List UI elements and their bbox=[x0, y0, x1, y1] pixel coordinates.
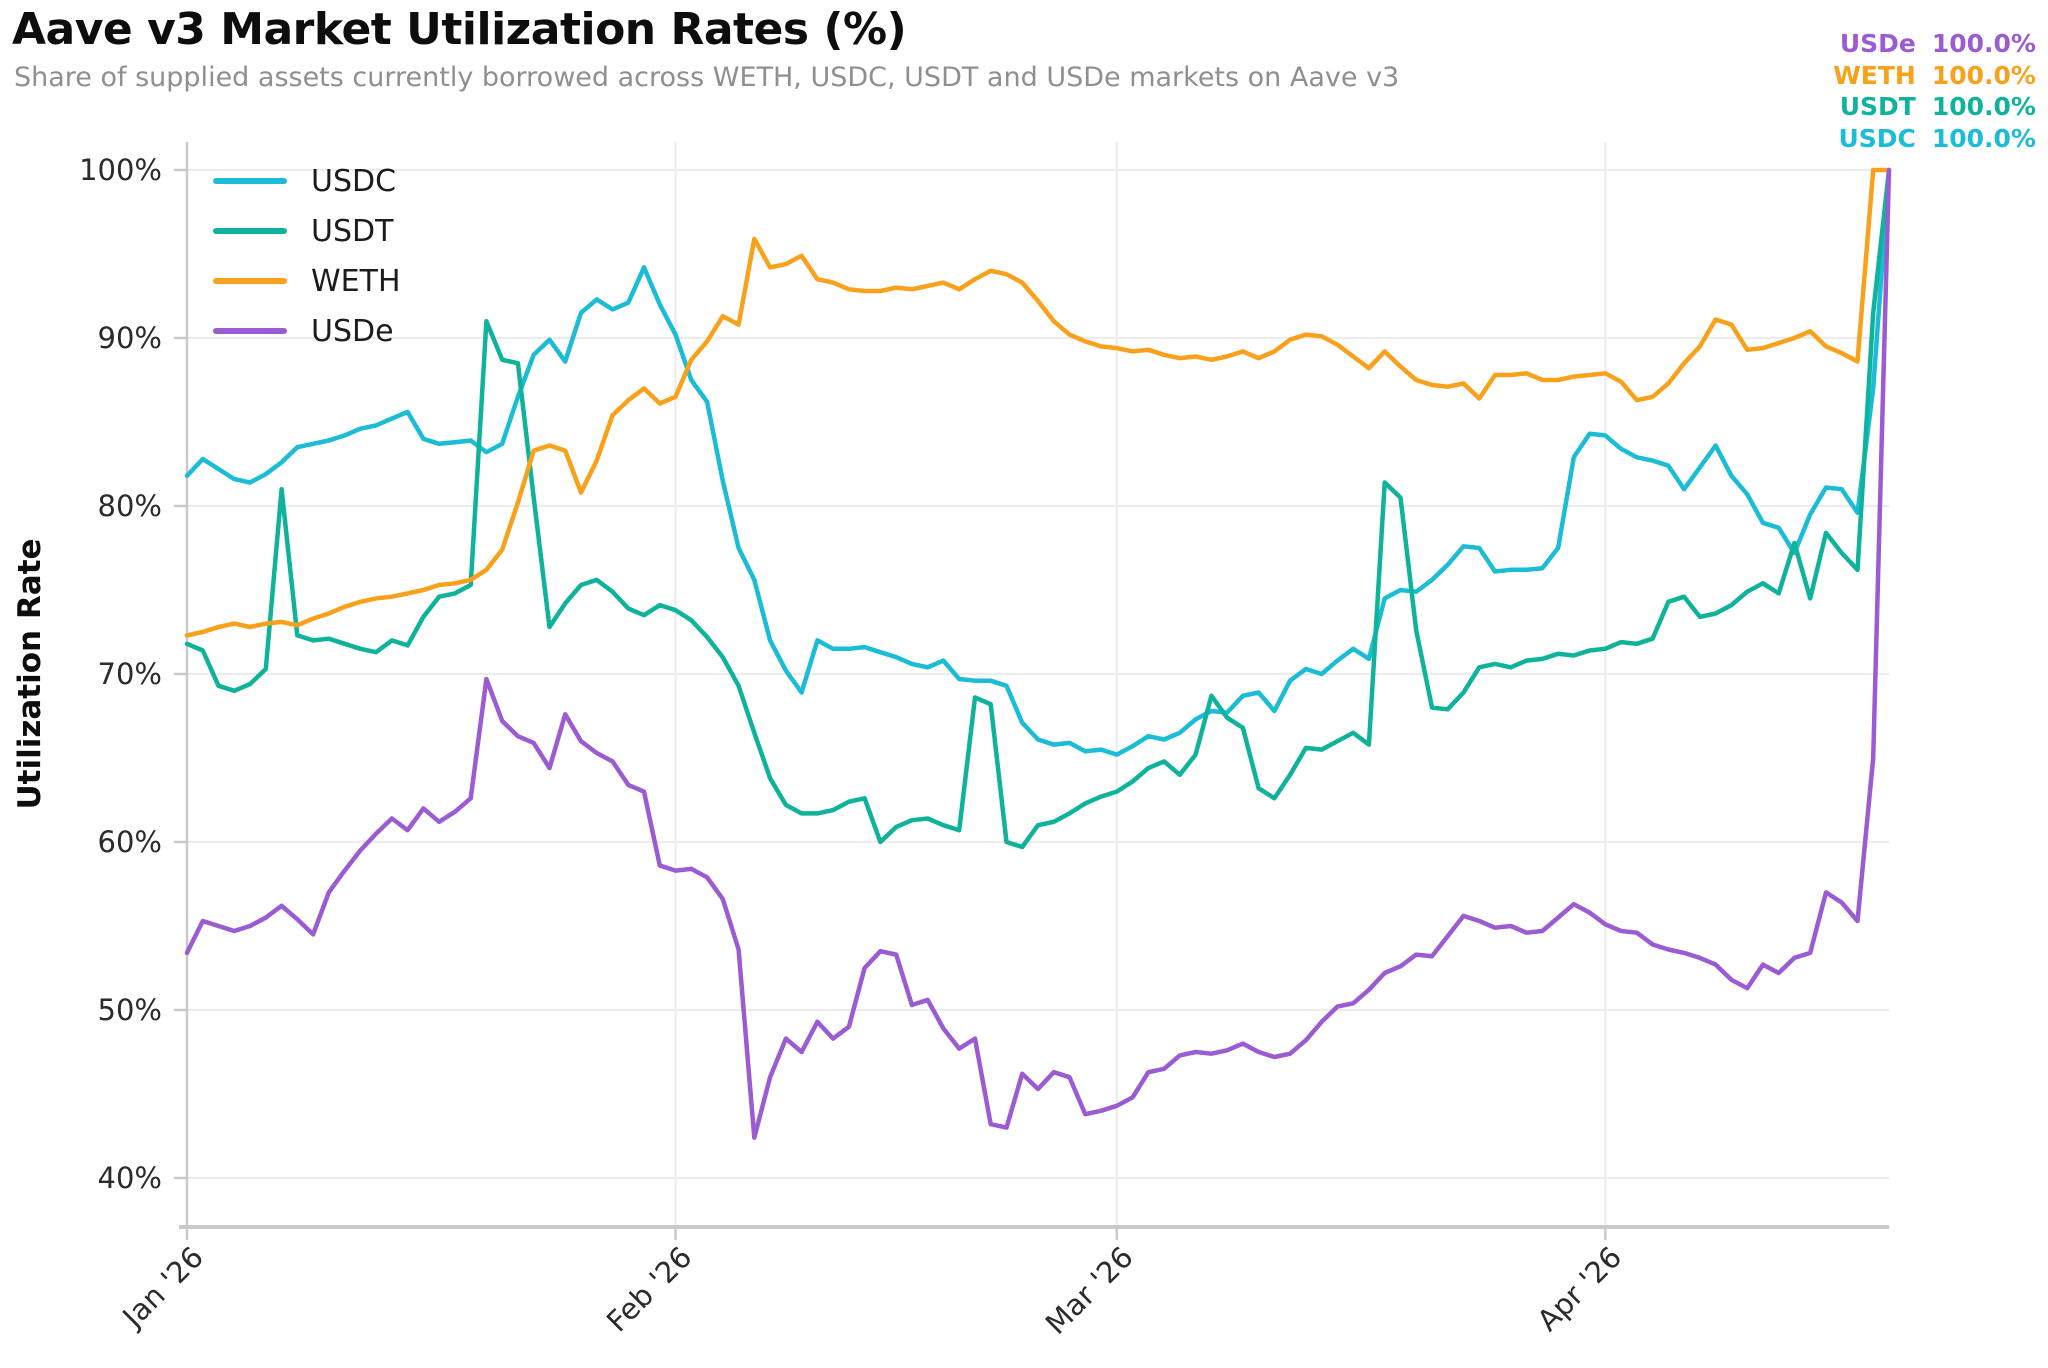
current-value-number: 100.0% bbox=[1931, 29, 2036, 58]
y-tick-label: 60% bbox=[98, 825, 162, 859]
current-value-number: 100.0% bbox=[1931, 60, 2036, 90]
legend-swatch-usdc bbox=[213, 178, 287, 184]
legend-label: USDC bbox=[311, 163, 397, 199]
current-value-asset: USDe bbox=[1839, 29, 1916, 58]
legend-item-usdc: USDC bbox=[213, 156, 401, 206]
legend-swatch-weth bbox=[213, 278, 287, 284]
current-value-number: 100.0% bbox=[1931, 123, 2036, 153]
current-value-usde: USDe 100.0% bbox=[1840, 30, 2036, 58]
y-tick-label: 90% bbox=[98, 321, 162, 355]
legend-item-usde: USDe bbox=[213, 306, 401, 356]
y-tick-label: 80% bbox=[98, 489, 162, 523]
chart-legend: USDC USDT WETH USDe bbox=[213, 156, 401, 356]
current-value-weth: WETH 100.0% bbox=[1833, 60, 2036, 90]
legend-item-usdt: USDT bbox=[213, 206, 401, 256]
current-value-asset: USDC bbox=[1838, 123, 1916, 153]
legend-label: USDT bbox=[311, 213, 394, 249]
legend-item-weth: WETH bbox=[213, 256, 401, 306]
y-tick-label: 70% bbox=[98, 657, 162, 691]
legend-swatch-usde bbox=[213, 328, 287, 334]
page-subtitle: Share of supplied assets currently borro… bbox=[14, 62, 1400, 93]
x-tick-label: Mar '26 bbox=[1039, 1240, 1140, 1341]
current-value-asset: WETH bbox=[1833, 60, 1916, 90]
y-axis-title: Utilization Rate bbox=[12, 538, 48, 809]
x-tick-label: Apr '26 bbox=[1531, 1240, 1629, 1338]
series-line-usdc bbox=[184, 167, 1892, 757]
current-value-usdt: USDT 100.0% bbox=[1840, 93, 2036, 121]
current-values-panel: USDe 100.0% WETH 100.0% USDT 100.0% USDC 100.0% bbox=[1833, 30, 2036, 152]
legend-swatch-usdt bbox=[213, 228, 287, 234]
series-line-usdt bbox=[184, 167, 1892, 850]
current-value-usdc: USDC 100.0% bbox=[1838, 123, 2036, 153]
series-line-weth bbox=[184, 167, 1892, 638]
legend-label: USDe bbox=[311, 313, 394, 349]
y-tick-label: 100% bbox=[79, 153, 162, 187]
x-tick-label: Jan '26 bbox=[115, 1240, 210, 1335]
current-value-number: 100.0% bbox=[1931, 92, 2036, 121]
page-title: Aave v3 Market Utilization Rates (%) bbox=[12, 4, 907, 55]
y-tick-label: 50% bbox=[98, 993, 162, 1027]
series-line-usde bbox=[184, 167, 1892, 1140]
legend-label: WETH bbox=[311, 263, 401, 299]
x-tick-label: Feb '26 bbox=[600, 1240, 699, 1339]
y-tick-label: 40% bbox=[98, 1161, 162, 1195]
current-value-asset: USDT bbox=[1839, 92, 1916, 121]
